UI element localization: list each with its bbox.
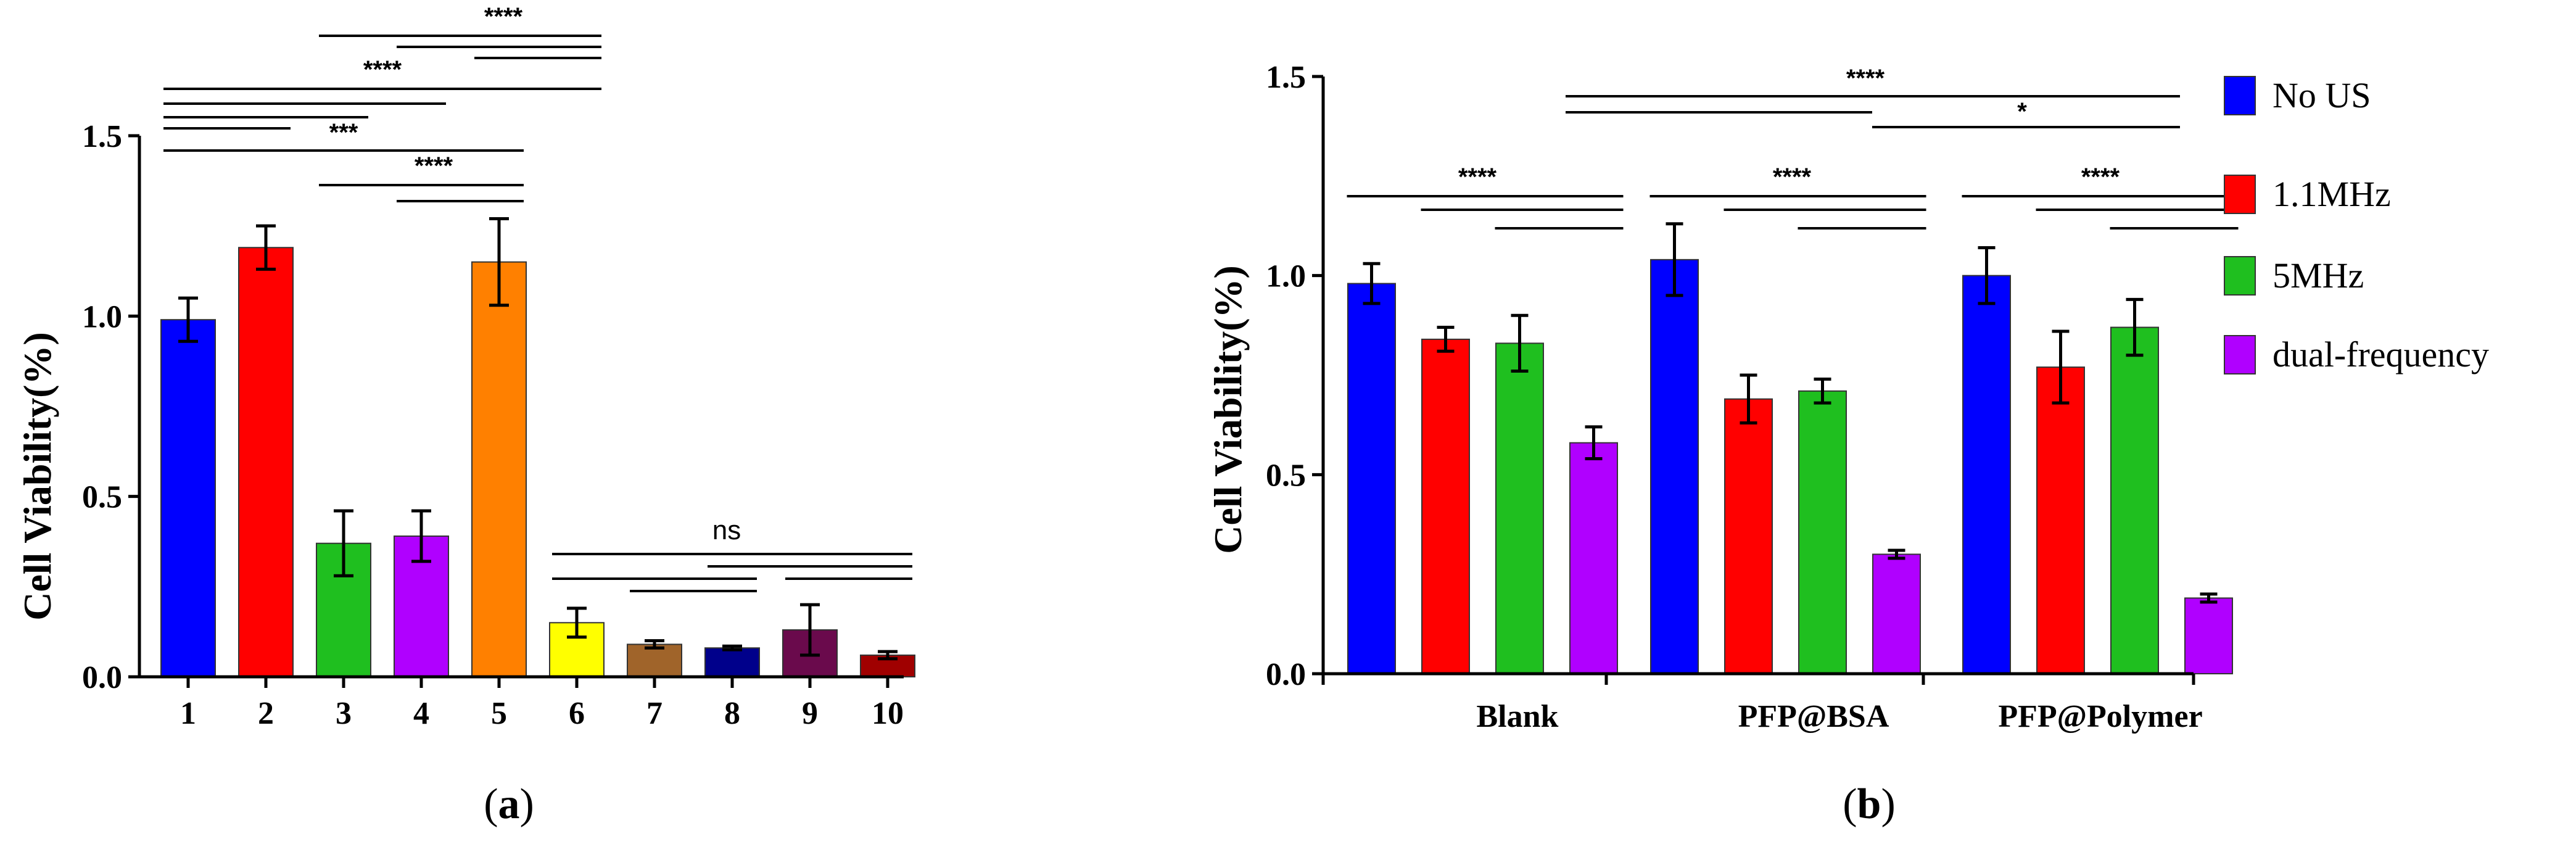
panel-a-sig-label: *** [329, 119, 358, 146]
panel-b-ytick-label: 1.5 [1266, 60, 1306, 95]
panel-b-legend-swatch [2224, 76, 2256, 115]
panel-a-bar-1 [160, 319, 216, 677]
panel-a-caption-letter: a [498, 780, 520, 828]
panel-a-bar-5 [471, 261, 527, 677]
panel-a-xtick-label: 6 [569, 696, 585, 731]
panel-a-sig-label: **** [415, 152, 453, 180]
panel-a-sig-label: **** [363, 56, 402, 83]
panel-a-ylabel: Cell Viability(%) [15, 332, 59, 621]
panel-b-legend-label: No US [2273, 75, 2371, 115]
panel-b-bar-PFP@BSA-dual-frequency [1872, 553, 1921, 675]
panel-b-bar-PFP@Polymer-dual-frequency [2184, 597, 2233, 674]
panel-b-legend-label: 5MHz [2273, 255, 2364, 296]
panel-b-bar-Blank-5MHz [1495, 342, 1544, 674]
panel-a-bar-2 [238, 247, 294, 678]
panel-b-legend-label: dual-frequency [2273, 334, 2489, 374]
panel-b-bar-PFP@BSA-1.1MHz [1724, 398, 1773, 674]
panel-b-xtick-label: PFP@Polymer [1998, 699, 2202, 734]
panel-b: Cell Viability(%) 0.0 0.5 1.0 1.5 Blank PFP@… [1206, 60, 2489, 828]
panel-a-ytick-label: 0.0 [82, 660, 122, 695]
panel-b-legend-label: 1.1MHz [2273, 174, 2391, 214]
panel-b-xtick-label: PFP@BSA [1738, 699, 1889, 734]
panel-a-sig-label: ns [712, 515, 741, 545]
panel-b-bar-PFP@BSA-No US [1650, 259, 1699, 674]
panel-a-xtick-label: 10 [872, 696, 904, 731]
panel-b-bar-Blank-dual-frequency [1569, 442, 1618, 674]
panel-a-ytick-label: 1.5 [82, 119, 122, 154]
panel-a-sig-label: **** [484, 3, 523, 30]
panel-a-ytick-label: 1.0 [82, 299, 122, 334]
panel-b-bar-Blank-No US [1347, 283, 1396, 675]
panel-a-xtick-label: 4 [413, 696, 429, 731]
panel-b-ytick-label: 0.5 [1266, 458, 1306, 493]
panel-b-sig-label: **** [2081, 163, 2120, 191]
panel-b-ytick-label: 1.0 [1266, 259, 1306, 294]
panel-a-ytick-label: 0.5 [82, 480, 122, 515]
panel-b-caption-letter: b [1857, 780, 1881, 828]
panel-b-bar-PFP@Polymer-5MHz [2110, 326, 2159, 674]
panel-a-xtick-label: 9 [802, 696, 818, 731]
panel-b-legend-swatch [2224, 256, 2256, 296]
panel-b-sig-label: **** [1846, 65, 1885, 92]
panel-b-caption: (b) [1843, 780, 1896, 828]
panel-b-legend-swatch [2224, 175, 2256, 214]
panel-b-bar-PFP@Polymer-1.1MHz [2036, 366, 2085, 674]
panel-b-legend-swatch [2224, 335, 2256, 374]
panel-a-xtick-label: 1 [180, 696, 196, 731]
panel-a-xtick-label: 5 [491, 696, 507, 731]
panel-a-xtick-label: 2 [258, 696, 274, 731]
panel-b-sig-label: **** [1458, 163, 1497, 191]
panel-b-ylabel: Cell Viability(%) [1206, 265, 1250, 554]
panel-a: Cell Viability(%) 0.0 0.5 1.0 1.5 1 2 3 4 5 6 7 8 9… [15, 3, 915, 828]
panel-a-xtick-label: 8 [724, 696, 740, 731]
panel-a-caption: (a) [484, 780, 534, 828]
panel-b-bar-Blank-1.1MHz [1421, 338, 1470, 674]
panel-a-xtick-label: 3 [336, 696, 352, 731]
panel-b-bar-PFP@BSA-5MHz [1798, 390, 1847, 675]
panel-b-sig-label: **** [1773, 163, 1812, 191]
panel-b-xtick-label: Blank [1477, 699, 1559, 734]
panel-a-bar-8 [704, 647, 760, 678]
panel-a-xtick-label: 7 [646, 696, 663, 731]
panel-b-ytick-label: 0.0 [1266, 657, 1306, 692]
panel-b-bar-PFP@Polymer-No US [1962, 275, 2011, 674]
panel-b-sig-label: * [2017, 98, 2027, 125]
